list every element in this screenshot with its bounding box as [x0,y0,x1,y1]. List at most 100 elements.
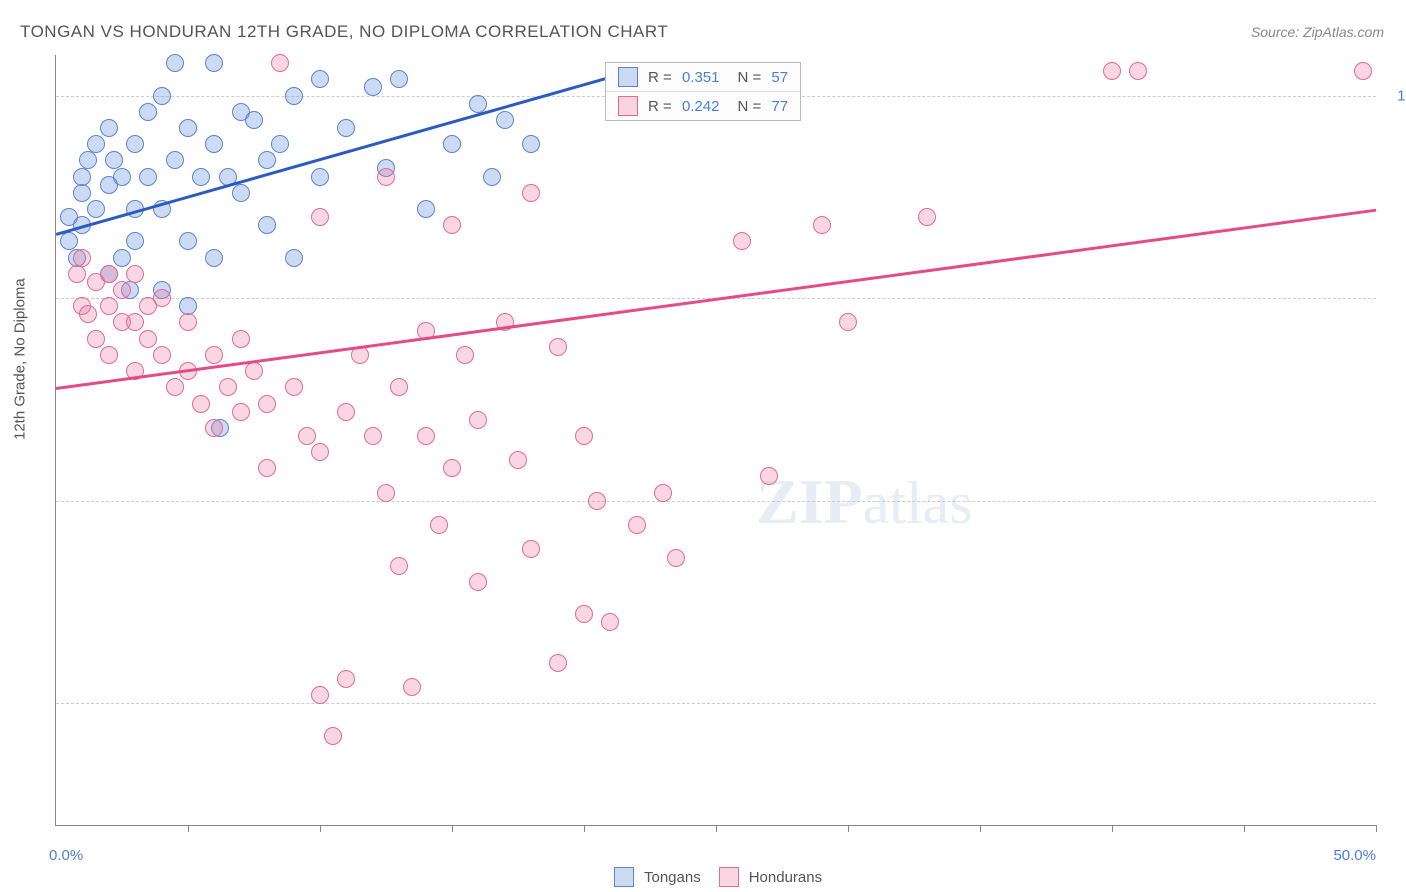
legend-series-label: Hondurans [749,869,822,886]
data-point [271,54,289,72]
data-point [79,305,97,323]
x-tick [716,825,717,832]
watermark-light: atlas [863,470,973,536]
data-point [522,540,540,558]
data-point [139,330,157,348]
legend-r-label: R = [648,69,676,86]
data-point [733,232,751,250]
data-point [311,70,329,88]
data-point [667,549,685,567]
x-axis-min-label: 0.0% [49,847,83,864]
data-point [258,395,276,413]
y-axis-title: 12th Grade, No Diploma [12,278,29,440]
data-point [205,54,223,72]
data-point [456,346,474,364]
data-point [417,200,435,218]
data-point [179,313,197,331]
legend-stat-row: R = 0.242N = 77 [606,92,800,120]
data-point [205,346,223,364]
data-point [403,678,421,696]
data-point [285,378,303,396]
data-point [205,419,223,437]
data-point [549,338,567,356]
data-point [311,443,329,461]
gridline [56,501,1376,502]
data-point [100,346,118,364]
legend-r-value: 0.242 [682,98,720,115]
legend-series: Tongans Hondurans [614,867,822,887]
x-tick [1112,825,1113,832]
data-point [337,403,355,421]
data-point [813,216,831,234]
x-tick [848,825,849,832]
data-point [232,330,250,348]
legend-swatch [618,67,638,87]
data-point [166,378,184,396]
data-point [153,289,171,307]
legend-n-label: N = [737,69,765,86]
legend-r-value: 0.351 [682,69,720,86]
data-point [87,330,105,348]
data-point [364,427,382,445]
watermark: ZIPatlas [756,465,973,539]
gridline [56,703,1376,704]
data-point [126,265,144,283]
trend-line [56,76,611,236]
y-tick-label: 62.5% [1383,695,1406,712]
data-point [245,111,263,129]
data-point [469,411,487,429]
data-point [496,111,514,129]
y-tick-label: 87.5% [1383,290,1406,307]
data-point [179,232,197,250]
data-point [192,168,210,186]
y-tick-label: 100.0% [1383,87,1406,104]
data-point [126,135,144,153]
data-point [179,119,197,137]
y-tick-label: 75.0% [1383,492,1406,509]
legend-series-label: Tongans [644,869,701,886]
legend-stats: R = 0.351N = 57R = 0.242N = 77 [605,62,801,121]
data-point [245,362,263,380]
data-point [153,346,171,364]
data-point [443,216,461,234]
data-point [100,265,118,283]
data-point [73,249,91,267]
data-point [73,168,91,186]
data-point [1354,62,1372,80]
data-point [311,686,329,704]
data-point [285,87,303,105]
data-point [68,265,86,283]
data-point [113,168,131,186]
legend-n-label: N = [737,98,765,115]
data-point [918,208,936,226]
data-point [311,208,329,226]
data-point [232,403,250,421]
data-point [271,135,289,153]
legend-swatch [618,96,638,116]
data-point [377,484,395,502]
data-point [588,492,606,510]
data-point [192,395,210,413]
data-point [139,103,157,121]
data-point [377,168,395,186]
data-point [469,573,487,591]
chart-title: TONGAN VS HONDURAN 12TH GRADE, NO DIPLOM… [20,22,668,42]
data-point [100,297,118,315]
data-point [390,557,408,575]
trend-line [56,209,1376,390]
x-tick [1244,825,1245,832]
data-point [483,168,501,186]
data-point [311,168,329,186]
legend-swatch [719,867,739,887]
plot-area: ZIPatlas 100.0%87.5%75.0%62.5% [55,55,1376,826]
data-point [258,216,276,234]
data-point [126,313,144,331]
legend-swatch [614,867,634,887]
data-point [79,151,97,169]
data-point [443,459,461,477]
data-point [285,249,303,267]
data-point [390,378,408,396]
data-point [509,451,527,469]
x-tick [452,825,453,832]
data-point [654,484,672,502]
